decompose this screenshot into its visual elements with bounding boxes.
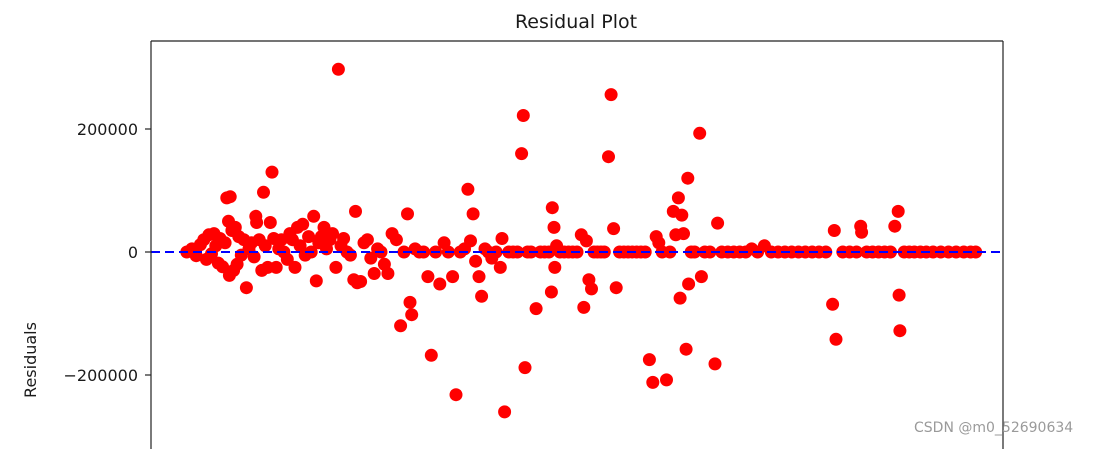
data-point — [405, 308, 419, 322]
data-point — [969, 245, 983, 259]
data-point — [218, 236, 232, 250]
data-point — [466, 207, 480, 221]
data-point — [498, 405, 512, 419]
data-point — [607, 222, 621, 236]
data-point — [826, 297, 840, 311]
data-point — [604, 88, 618, 102]
data-point — [493, 260, 507, 274]
data-point — [545, 201, 559, 215]
data-point — [288, 260, 302, 274]
data-point — [529, 302, 543, 316]
watermark: CSDN @m0_52690634 — [914, 420, 1074, 436]
data-point — [708, 357, 722, 371]
data-point — [296, 217, 310, 231]
data-point — [891, 204, 905, 218]
data-point — [892, 288, 906, 302]
data-point — [673, 291, 687, 305]
data-point — [257, 185, 270, 199]
data-point — [516, 109, 530, 122]
data-point — [888, 219, 902, 233]
data-point — [337, 232, 351, 245]
data-point — [660, 373, 673, 387]
data-point — [433, 277, 447, 291]
data-point — [302, 230, 316, 244]
data-point — [403, 295, 417, 309]
y-tick-label: 0 — [128, 243, 138, 262]
data-point — [464, 234, 477, 248]
data-point — [579, 234, 593, 248]
data-point — [602, 150, 615, 164]
data-point — [469, 254, 483, 268]
data-point — [646, 375, 660, 389]
data-point — [329, 260, 343, 274]
data-point — [401, 207, 414, 221]
data-point — [394, 319, 408, 333]
data-point — [239, 281, 253, 295]
data-point — [515, 147, 529, 161]
data-point — [475, 289, 489, 303]
data-point — [829, 332, 843, 346]
data-point — [679, 342, 693, 356]
data-point — [461, 182, 475, 196]
data-point — [307, 209, 321, 223]
data-point — [250, 216, 264, 229]
chart-title: Residual Plot — [515, 11, 637, 33]
data-point — [354, 275, 368, 288]
data-point — [609, 281, 623, 295]
data-point — [548, 260, 562, 274]
y-tick-label: 200000 — [77, 120, 138, 139]
data-point — [675, 208, 689, 222]
data-point — [681, 171, 695, 185]
data-point — [577, 300, 591, 314]
y-tick-label: −200000 — [64, 366, 138, 385]
data-point — [893, 324, 907, 338]
data-point — [223, 190, 237, 204]
data-point — [331, 62, 345, 76]
data-point — [711, 216, 725, 230]
data-point — [360, 233, 374, 247]
data-point — [421, 270, 435, 284]
data-point — [389, 233, 403, 247]
data-point — [265, 165, 279, 179]
data-point — [677, 227, 690, 241]
data-point — [671, 191, 685, 205]
data-point — [326, 227, 339, 241]
data-point — [855, 225, 869, 239]
data-points — [180, 62, 983, 419]
data-point — [258, 239, 272, 253]
data-point — [367, 267, 381, 280]
data-point — [263, 216, 277, 229]
data-point — [827, 224, 841, 237]
data-point — [547, 220, 561, 234]
data-point — [269, 260, 283, 274]
data-point — [544, 285, 558, 299]
data-point — [703, 245, 717, 259]
data-point — [489, 245, 503, 259]
y-axis-label: Residuals — [21, 322, 40, 398]
data-point — [642, 353, 656, 367]
data-point — [247, 250, 261, 264]
data-point — [495, 232, 509, 245]
data-point — [280, 252, 294, 266]
data-point — [585, 282, 598, 296]
data-point — [424, 348, 438, 362]
data-point — [694, 270, 708, 284]
data-point — [364, 251, 378, 265]
data-point — [693, 126, 707, 140]
data-point — [381, 267, 395, 280]
data-point — [472, 270, 486, 284]
data-point — [446, 270, 460, 284]
data-point — [682, 277, 696, 291]
data-point — [343, 248, 357, 262]
data-point — [884, 245, 897, 259]
data-point — [449, 388, 463, 402]
data-point — [518, 361, 532, 375]
data-point — [349, 204, 362, 218]
axes — [150, 40, 1004, 449]
data-point — [688, 245, 702, 259]
data-point — [309, 274, 323, 288]
y-ticks: 200000 0 −200000 — [64, 120, 151, 385]
